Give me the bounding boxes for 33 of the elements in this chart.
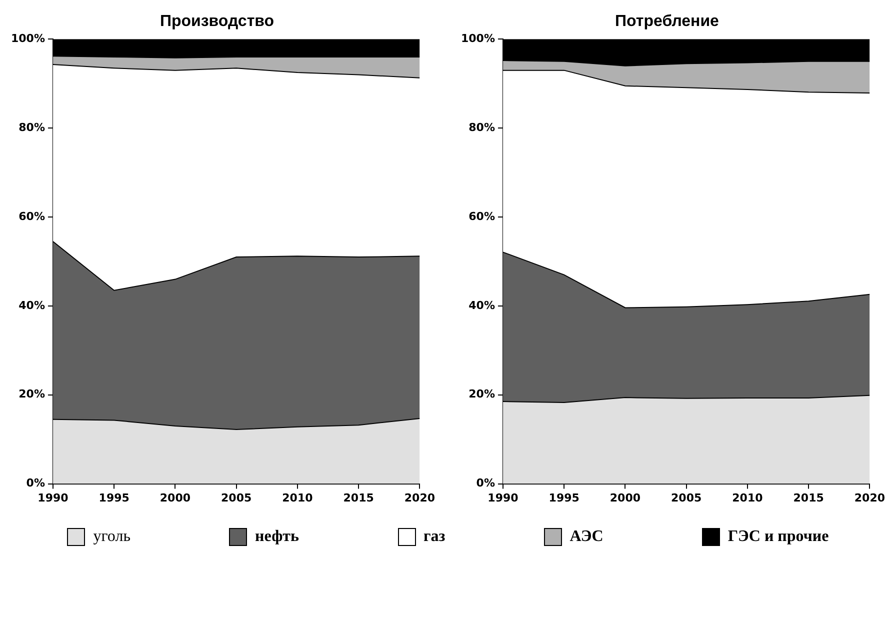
y-tick-label: 80% bbox=[18, 120, 45, 134]
x-tick-label: 2020 bbox=[854, 491, 886, 504]
x-tick-label: 2000 bbox=[160, 491, 191, 504]
x-tick-label: 2010 bbox=[732, 491, 764, 504]
y-tick-label: 40% bbox=[18, 298, 45, 312]
y-tick-label: 0% bbox=[476, 476, 495, 490]
legend-label: АЭС bbox=[570, 528, 604, 546]
x-tick-label: 1995 bbox=[548, 491, 580, 504]
legend-label: газ bbox=[424, 528, 446, 546]
y-tick-label: 100% bbox=[461, 32, 495, 46]
y-tick-label: 80% bbox=[468, 120, 495, 134]
x-tick-label: 1995 bbox=[98, 491, 130, 504]
x-tick-label: 2005 bbox=[221, 491, 252, 504]
y-tick-label: 100% bbox=[11, 32, 45, 46]
y-tick-label: 40% bbox=[468, 298, 495, 312]
x-tick-label: 2000 bbox=[610, 491, 641, 504]
legend-label: ГЭС и прочие bbox=[728, 528, 829, 546]
y-tick-label: 20% bbox=[18, 388, 45, 401]
y-tick-label: 60% bbox=[468, 210, 495, 223]
legend-label: уголь bbox=[93, 528, 130, 546]
x-tick-label: 2020 bbox=[404, 491, 436, 504]
y-tick-label: 20% bbox=[468, 388, 495, 401]
chart-title: Потребление bbox=[615, 13, 720, 30]
chart-title: Производство bbox=[160, 13, 274, 30]
x-tick-label: 1990 bbox=[488, 491, 519, 504]
x-tick-label: 2015 bbox=[343, 491, 374, 504]
legend-label: нефть bbox=[255, 528, 299, 546]
x-tick-label: 2005 bbox=[671, 491, 702, 504]
y-tick-label: 0% bbox=[26, 476, 45, 490]
y-tick-label: 60% bbox=[18, 210, 45, 223]
x-tick-label: 2010 bbox=[282, 491, 314, 504]
x-tick-label: 1990 bbox=[38, 491, 69, 504]
x-tick-label: 2015 bbox=[793, 491, 824, 504]
